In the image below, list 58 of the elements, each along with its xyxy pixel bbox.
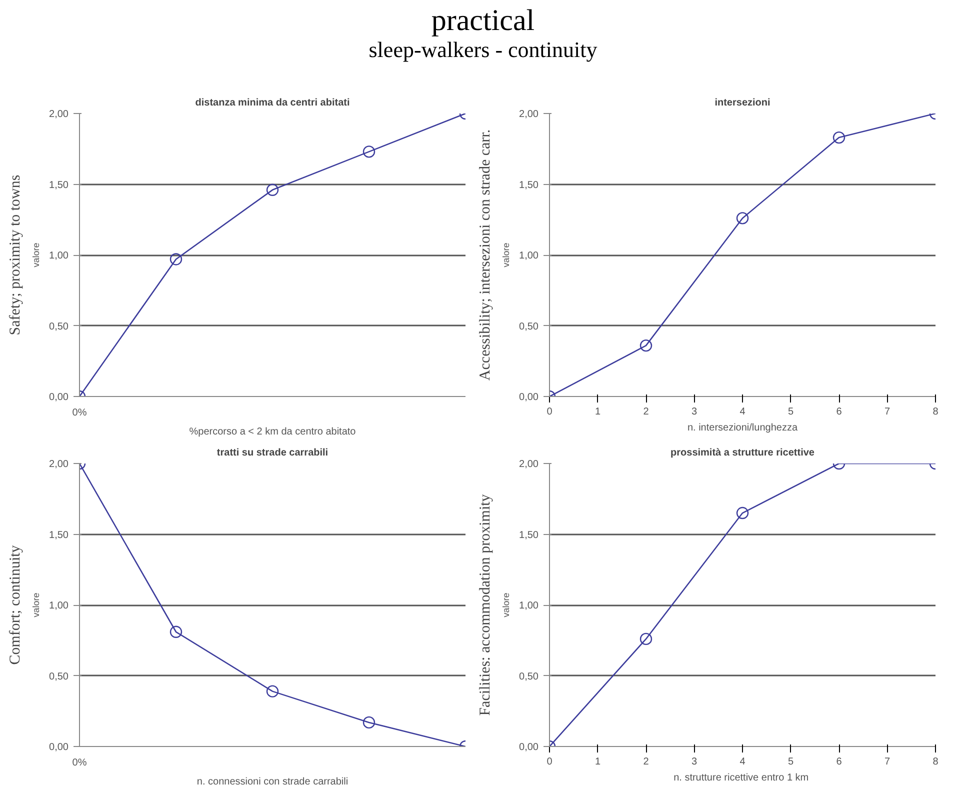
text: sleep-walkers - continuity xyxy=(368,37,598,63)
y-tick-label: 1,50 xyxy=(49,530,69,541)
x-axis-title: %percorso a < 2 km da centro abitato xyxy=(189,426,356,438)
text: Facilities: accommodation proximity xyxy=(478,494,494,716)
y-tick-label: 0,50 xyxy=(519,671,539,682)
x-axis-title: n. intersezioni/lunghezza xyxy=(687,422,798,434)
y-tick-label: 0,00 xyxy=(49,392,69,403)
x-tick-label: 1 xyxy=(594,406,601,418)
x-tick-label: 6 xyxy=(836,756,842,768)
y-axis-title: valore xyxy=(501,592,512,618)
y-tick-label: 2,00 xyxy=(519,109,539,120)
y-tick-label: 0,50 xyxy=(49,671,69,682)
y-axis-title: valore xyxy=(501,242,512,268)
x-tick-label: 5 xyxy=(788,756,794,768)
y-tick-label: 0,50 xyxy=(49,321,69,332)
y-tick-label: 1,00 xyxy=(519,600,539,612)
y-tick-label: 0,50 xyxy=(519,321,539,332)
x-tick-label: 0 xyxy=(546,406,553,418)
chart-title: intersezioni xyxy=(714,98,771,108)
y-tick-label: 1,00 xyxy=(519,250,539,262)
y-tick-label: 0,00 xyxy=(519,392,539,403)
chart-title: tratti su strade carrabili xyxy=(216,448,328,458)
y-tick-label: 1,00 xyxy=(49,600,69,612)
x-tick-label: 4 xyxy=(740,406,746,418)
y-tick-label: 2,00 xyxy=(519,459,539,470)
y-tick-label: 0,00 xyxy=(49,742,69,753)
chart-title: prossimità a strutture ricettive xyxy=(670,448,815,458)
x-tick-label: 3 xyxy=(691,406,698,418)
x-tick-label: 8 xyxy=(932,756,939,768)
x-tick-label: 0% xyxy=(72,408,87,418)
text: Accessibility; intersezioni con strade carr. xyxy=(478,129,494,381)
y-axis-title: valore xyxy=(31,592,42,618)
y-tick-label: 1,50 xyxy=(519,530,539,541)
x-tick-label: 5 xyxy=(788,406,794,418)
x-tick-label: 7 xyxy=(884,406,890,418)
x-tick-label: 6 xyxy=(836,406,842,418)
x-tick-label: 0% xyxy=(72,758,87,768)
x-tick-label: 7 xyxy=(884,756,890,768)
y-tick-label: 1,50 xyxy=(49,180,69,191)
text: practical xyxy=(430,4,536,37)
x-tick-label: 0 xyxy=(546,756,553,768)
x-tick-label: 1 xyxy=(594,756,601,768)
text: Safety; proximity to towns xyxy=(8,174,24,336)
chart-title: distanza minima da centri abitati xyxy=(195,98,350,108)
y-axis-title: valore xyxy=(31,242,42,268)
y-tick-label: 1,50 xyxy=(519,180,539,191)
text: Comfort; continuity xyxy=(8,544,24,665)
y-tick-label: 2,00 xyxy=(49,109,69,120)
x-axis-title: n. connessioni con strade carrabili xyxy=(196,776,348,788)
x-axis-title: n. strutture ricettive entro 1 km xyxy=(674,772,809,784)
y-tick-label: 0,00 xyxy=(519,742,539,753)
y-tick-label: 1,00 xyxy=(49,250,69,262)
x-tick-label: 4 xyxy=(740,756,746,768)
x-tick-label: 2 xyxy=(643,406,650,418)
x-tick-label: 3 xyxy=(691,756,698,768)
x-tick-label: 2 xyxy=(643,756,650,768)
x-tick-label: 8 xyxy=(932,406,939,418)
y-tick-label: 2,00 xyxy=(49,459,69,470)
